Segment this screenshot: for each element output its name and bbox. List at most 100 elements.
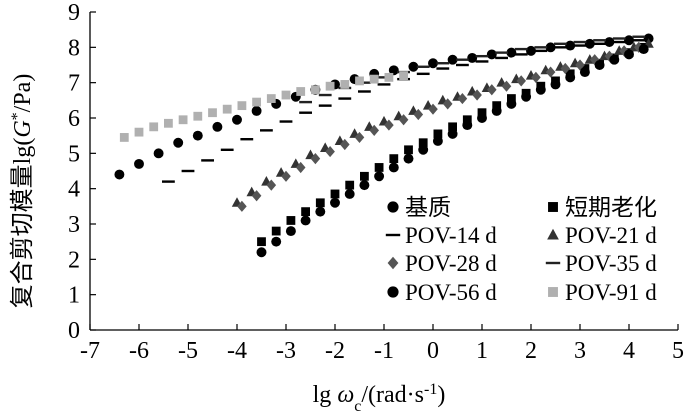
data-point (389, 154, 399, 164)
data-point (442, 98, 453, 110)
data-point (462, 120, 473, 131)
data-point (232, 114, 242, 125)
series-layer (114, 33, 654, 258)
data-point (149, 122, 159, 132)
data-point (181, 169, 195, 173)
data-point (377, 76, 391, 79)
data-point (237, 200, 247, 212)
data-point (285, 226, 296, 237)
legend-marker (387, 286, 399, 298)
data-point (604, 37, 615, 47)
data-point (632, 39, 646, 42)
x-axis-title-part: c (354, 398, 361, 411)
data-point (632, 35, 646, 38)
data-point (408, 61, 419, 72)
y-axis-title-part: * (9, 112, 26, 120)
x-tick-label: 3 (574, 338, 586, 364)
data-point (359, 180, 370, 191)
data-point (418, 138, 428, 148)
data-point (526, 45, 536, 56)
legend-marker (548, 202, 558, 212)
legend: 基质 短期老化 POV-14 d POV-21 d POV-28 d POV-35 d PO… (385, 195, 657, 305)
data-point (114, 169, 125, 180)
data-point (222, 104, 232, 114)
x-axis-title-part: /(rad·s (361, 382, 424, 408)
data-point (398, 114, 409, 126)
data-point (281, 90, 291, 100)
data-point (119, 133, 129, 142)
x-tick-label: 1 (476, 338, 488, 364)
data-point (193, 111, 203, 121)
series-3 (162, 39, 646, 183)
data-point (325, 145, 335, 158)
data-point (260, 129, 273, 132)
data-point (281, 170, 291, 182)
data-point (612, 37, 626, 40)
data-point (593, 42, 606, 45)
legend-item: POV-14 d (385, 223, 497, 248)
data-point (340, 80, 350, 89)
data-point (477, 113, 487, 123)
data-point (252, 97, 261, 107)
x-axis-title: lg ωc/(rad·s-1) (313, 381, 446, 411)
data-point (208, 108, 217, 118)
data-point (399, 71, 408, 80)
data-point (535, 84, 546, 95)
data-point (388, 65, 399, 76)
data-point (266, 94, 276, 103)
data-point (358, 90, 371, 93)
data-point (624, 35, 634, 46)
legend-marker (387, 201, 399, 213)
data-point (416, 72, 430, 76)
y-axis-title-part: /Pa) (10, 74, 36, 113)
data-point (134, 127, 144, 137)
data-point (507, 94, 516, 103)
data-point (560, 62, 571, 75)
x-tick-label: -3 (276, 338, 296, 364)
series-5 (237, 41, 644, 212)
data-point (534, 49, 548, 53)
data-point (516, 75, 526, 87)
data-point (554, 42, 567, 45)
x-tick-label: -2 (325, 338, 345, 364)
data-point (153, 148, 164, 159)
data-point (433, 129, 443, 139)
legend-item: POV-91 d (548, 280, 657, 305)
data-point (201, 159, 214, 162)
y-tick-label: 5 (68, 141, 80, 167)
legend-item: POV-28 d (387, 251, 497, 276)
data-point (192, 130, 203, 141)
data-point (506, 98, 517, 109)
data-point (271, 236, 282, 247)
data-point (619, 45, 629, 57)
data-point (344, 189, 355, 199)
data-point (477, 108, 487, 118)
data-point (251, 105, 262, 116)
data-point (251, 190, 262, 202)
data-point (374, 163, 384, 172)
legend-label: POV-91 d (565, 280, 657, 305)
data-point (240, 138, 254, 141)
x-tick-label: 4 (623, 338, 635, 364)
legend-marker (545, 261, 561, 265)
data-point (534, 46, 548, 49)
data-point (404, 145, 413, 155)
y-tick-label: 1 (68, 283, 80, 309)
data-point (360, 171, 369, 181)
data-point (573, 44, 587, 47)
legend-label: 短期老化 (565, 195, 657, 220)
x-tick-label: 2 (525, 338, 537, 364)
data-point (330, 189, 340, 199)
data-point (554, 46, 567, 49)
data-point (266, 179, 277, 191)
data-point (495, 51, 508, 54)
data-point (432, 136, 443, 146)
data-point (472, 89, 482, 101)
data-point (594, 60, 605, 70)
data-point (638, 44, 649, 55)
data-point (384, 72, 394, 82)
data-point (456, 63, 469, 67)
legend-item: POV-35 d (545, 251, 657, 276)
data-point (345, 180, 355, 190)
data-point (384, 119, 394, 131)
